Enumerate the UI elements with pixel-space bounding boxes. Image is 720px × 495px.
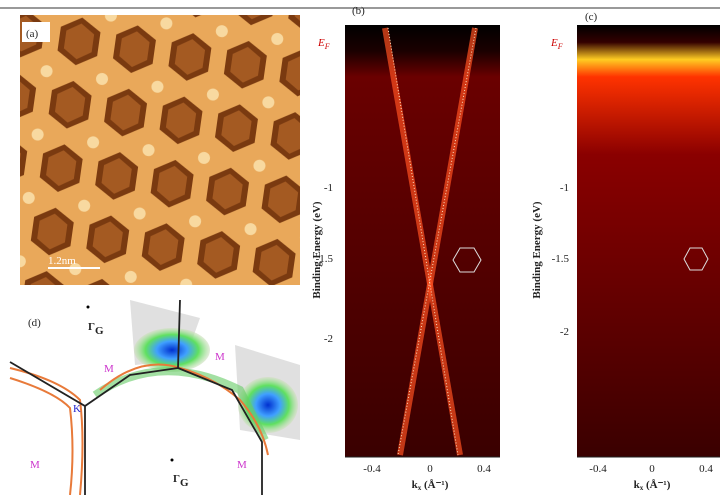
- y-tick: -1: [560, 182, 569, 194]
- x-tick: 0.4: [699, 463, 713, 475]
- y-axis-label: Binding Energy (eV): [311, 201, 323, 299]
- y-tick: -2: [560, 326, 569, 338]
- x-tick: 0: [427, 463, 433, 475]
- panel-label: (c): [585, 11, 598, 23]
- m-label: M: [104, 363, 114, 375]
- x-tick: -0.4: [363, 463, 381, 475]
- stm-image: [20, 15, 300, 285]
- arpes-image: [577, 25, 720, 457]
- gamma-dot: [87, 306, 90, 309]
- m-label: M: [30, 459, 40, 471]
- x-tick: 0: [649, 463, 655, 475]
- panel-label: (b): [352, 5, 365, 17]
- gamma-dot: [171, 459, 174, 462]
- panel-label: (a): [26, 28, 39, 40]
- k-label: K: [73, 403, 81, 415]
- gamma-label: ΓG: [173, 473, 189, 489]
- fermi-label: EF: [550, 37, 563, 51]
- x-axis-label: kx (Å⁻¹): [634, 479, 671, 492]
- y-tick: -1: [324, 182, 333, 194]
- y-axis-label: Binding Energy (eV): [531, 201, 543, 299]
- figure: (a) 1.2nm (b) EF -1 -1.5 -2 Binding Ener…: [0, 0, 720, 495]
- x-tick: -0.4: [589, 463, 607, 475]
- x-tick: 0.4: [477, 463, 491, 475]
- panel-label: (d): [28, 317, 41, 329]
- scale-label: 1.2nm: [48, 255, 76, 267]
- y-tick: -2: [324, 333, 333, 345]
- fermi-surface-diagram: [10, 300, 300, 495]
- m-label: M: [237, 459, 247, 471]
- y-tick: -1.5: [552, 253, 570, 265]
- gamma-label: ΓG: [88, 321, 104, 337]
- fermi-label: EF: [317, 37, 330, 51]
- m-label: M: [215, 351, 225, 363]
- band-contour: [10, 378, 73, 495]
- x-axis-label: kx (Å⁻¹): [412, 479, 449, 492]
